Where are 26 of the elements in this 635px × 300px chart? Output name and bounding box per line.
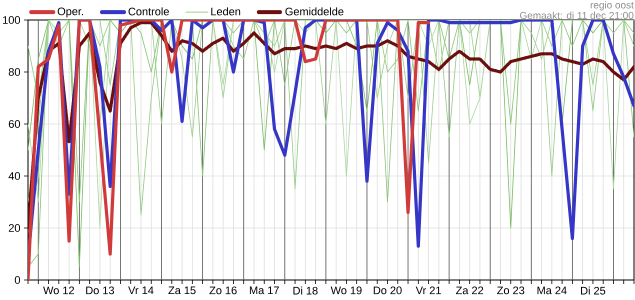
text: Gemaakt: di 11 dec 21:00 [520,12,634,19]
x-tick-label: Ma 24 [538,286,567,294]
legend-label: Oper. [58,8,84,18]
x-tick-label: Vr 21 [416,286,441,294]
x-tick-label: Zo 23 [497,286,524,294]
y-tick-label: 0 [14,276,20,284]
x-tick-label: Za 15 [168,286,196,294]
x-tick-label: Wo 19 [330,286,362,294]
legend-label: Gemiddelde [285,7,344,16]
y-tick-label: 60 [8,120,20,128]
legend-label: Leden [211,7,240,16]
x-tick-label: Di 25 [581,286,606,295]
y-tick-label: 20 [8,224,20,232]
legend-label: Controle [128,7,169,16]
y-tick-label: 100 [3,16,20,24]
x-tick-label: Do 20 [374,286,402,294]
x-tick-label: Zo 16 [209,286,237,294]
x-tick-label: Vr 14 [128,286,154,294]
y-tick-label: 40 [8,172,20,180]
text: regio oost [590,1,634,10]
x-tick-label: Do 13 [86,286,114,294]
y-tick-label: 80 [8,68,20,76]
x-tick-label: Wo 12 [43,286,74,294]
x-tick-label: Di 18 [293,286,318,295]
x-tick-label: Ma 17 [250,286,279,294]
x-tick-label: Za 22 [456,286,484,294]
